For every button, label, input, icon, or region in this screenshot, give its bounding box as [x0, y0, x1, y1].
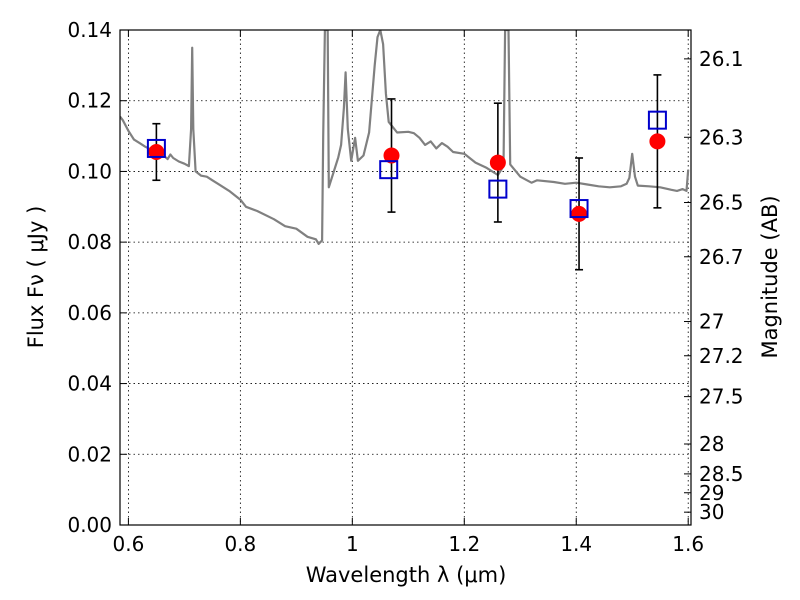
- right-axis-title: Magnitude (AB): [758, 195, 782, 358]
- x-tick-label: 1.4: [560, 532, 592, 556]
- y-tick-label: 0.14: [67, 18, 112, 42]
- mag-tick-label: 26.7: [699, 245, 744, 269]
- error-bars: [152, 74, 662, 271]
- y-tick-label: 0.04: [67, 372, 112, 396]
- axis-ticks: 0.6 0.8 1 1.2 1.4 1.6 0.00 0.02 0.04 0.06 0.08 0.10…: [67, 18, 743, 556]
- x-tick-label: 0.6: [112, 532, 144, 556]
- mag-tick-label: 27.2: [699, 344, 744, 368]
- model-point: [379, 160, 399, 180]
- mag-tick-label: 26.5: [699, 191, 744, 215]
- y-tick-label: 0.02: [67, 442, 112, 466]
- grid-lines: [120, 29, 691, 526]
- mag-tick-label: 27: [699, 310, 724, 334]
- model-point: [647, 110, 667, 130]
- observed-point: [649, 133, 666, 150]
- model-point: [488, 179, 508, 199]
- mag-tick-label: 28: [699, 432, 724, 456]
- y-tick-label: 0.06: [67, 301, 112, 325]
- mag-tick-label: 26.1: [699, 47, 744, 71]
- model-spectrum: [120, 30, 690, 245]
- model-points: [146, 110, 667, 219]
- model-point: [146, 138, 166, 158]
- y-axis-title: Flux Fν ( μJy ): [24, 206, 48, 349]
- y-tick-label: 0.08: [67, 230, 112, 254]
- spectrum-line: [120, 30, 690, 245]
- observed-point: [489, 154, 506, 171]
- observed-point: [571, 205, 588, 222]
- y-tick-label: 0.10: [67, 159, 112, 183]
- model-point: [569, 199, 589, 219]
- mag-tick-label: 27.5: [699, 385, 744, 409]
- x-axis-title: Wavelength λ (μm): [306, 563, 507, 587]
- mag-tick-label: 29: [699, 481, 724, 505]
- x-tick-label: 1.2: [448, 532, 480, 556]
- x-tick-label: 0.8: [224, 532, 256, 556]
- y-tick-label: 0.00: [67, 513, 112, 537]
- x-tick-label: 1.6: [672, 532, 704, 556]
- observed-point: [383, 147, 400, 164]
- y-tick-label: 0.12: [67, 89, 112, 113]
- plot-frame: [119, 29, 692, 526]
- mag-tick-label: 28.5: [699, 462, 744, 486]
- mag-tick-label: 26.3: [699, 125, 744, 149]
- x-tick-label: 1: [346, 532, 359, 556]
- mag-tick-label: 30: [699, 500, 724, 524]
